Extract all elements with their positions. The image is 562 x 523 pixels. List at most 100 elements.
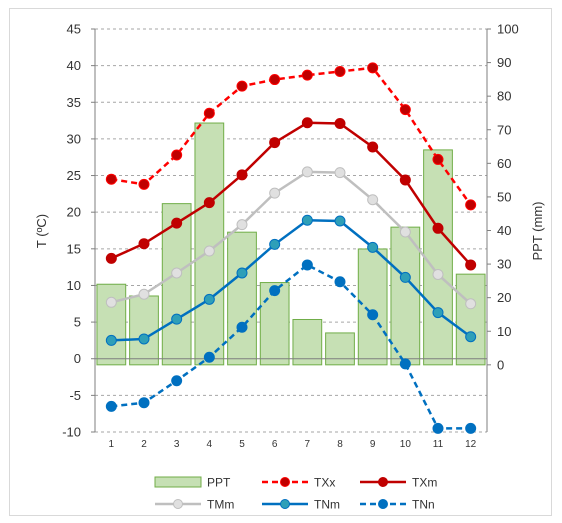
series-point-tnn [138, 397, 150, 409]
series-line-tnm [111, 218, 472, 342]
series-point-txm [138, 238, 150, 250]
legend-label: TMm [207, 498, 234, 512]
series-point-tnm [399, 271, 411, 283]
series-point-tmm [334, 167, 346, 179]
ppt-bar [357, 248, 388, 366]
legend-label: TNn [412, 498, 435, 512]
series-point-tmm [203, 245, 215, 257]
left-tick-label: 25 [67, 168, 81, 183]
legend-label: PPT [207, 476, 231, 490]
series-point-tmm [465, 298, 477, 310]
series-point-txm [171, 217, 183, 229]
series-point-tnm [138, 333, 150, 345]
series-point-tmm [105, 296, 117, 308]
series-point-tmm [367, 194, 379, 206]
series-point-tmm [138, 288, 150, 300]
series-point-tmm [399, 226, 411, 238]
x-tick-label: 4 [207, 439, 213, 450]
series-point-tnm [236, 267, 248, 279]
x-tick-label: 10 [400, 439, 412, 450]
legend-label: TXm [412, 476, 437, 490]
series-line-txm [110, 121, 472, 266]
series-point-tmm [236, 219, 248, 231]
right-tick-label: 60 [497, 156, 511, 171]
left-tick-label: 45 [67, 22, 81, 37]
legend-entry: PPT [154, 476, 231, 490]
series-point-txx [432, 153, 444, 165]
series-line-tnn [111, 263, 471, 430]
series-point-txx [334, 65, 346, 77]
right-tick-label: 70 [497, 122, 511, 137]
series-point-tnn [367, 309, 379, 321]
series-point-txm [105, 252, 117, 264]
chart-frame [9, 8, 552, 516]
series-point-tnn [105, 400, 117, 412]
series-point-txm [203, 197, 215, 209]
series-point-tnn [269, 285, 281, 297]
left-tick-label: -5 [69, 388, 81, 403]
series-point-tnn [399, 358, 411, 370]
legend-swatch [154, 476, 202, 488]
x-tick-label: 7 [305, 439, 311, 450]
tick-labels: 454035302520151050-5-1010090807060504030… [62, 22, 519, 451]
legend-label: TNm [314, 498, 340, 512]
left-tick-label: 30 [67, 131, 81, 146]
right-tick-label: 20 [497, 290, 511, 305]
right-tick-label: 30 [497, 257, 511, 272]
right-tick-label: 100 [497, 22, 519, 37]
legend-entry: TNn [360, 498, 435, 512]
ppt-bar [390, 226, 421, 366]
left-tick-label: 5 [74, 315, 81, 330]
ppt-bars [96, 122, 486, 366]
series-point-tnn [334, 276, 346, 288]
ppt-bar [455, 273, 486, 366]
x-tick-label: 5 [239, 439, 245, 450]
series-point-txx [367, 62, 379, 74]
series-point-tnm [334, 215, 346, 227]
x-tick-label: 2 [141, 439, 147, 450]
legend-marker [378, 477, 388, 487]
series-point-tnn [465, 422, 477, 434]
gridlines [95, 28, 487, 433]
right-tick-label: 90 [497, 55, 511, 70]
series-point-tnn [301, 259, 313, 271]
series-point-txm [399, 174, 411, 186]
series-point-txx [171, 149, 183, 161]
x-tick-label: 11 [433, 439, 444, 450]
left-tick-label: 0 [74, 351, 81, 366]
x-tick-label: 12 [465, 439, 477, 450]
right-tick-label: 40 [497, 223, 511, 238]
series-point-txx [301, 69, 313, 81]
series-point-tnm [171, 313, 183, 325]
series-point-txm [334, 118, 346, 130]
x-tick-label: 8 [337, 439, 343, 450]
right-tick-label: 50 [497, 189, 511, 204]
x-tick-label: 9 [370, 439, 376, 450]
ppt-bar [96, 283, 127, 366]
legend-label: TXx [314, 476, 335, 490]
series-point-txm [367, 141, 379, 153]
series-point-tmm [301, 166, 313, 178]
legend: PPT TXx TXm TMm TNm TNn [154, 476, 437, 512]
legend-entry: TNm [262, 498, 340, 512]
series-point-tnm [367, 241, 379, 253]
series-point-txx [465, 199, 477, 211]
ppt-bar [292, 318, 323, 366]
series-point-tnn [236, 321, 248, 333]
series-point-txx [138, 178, 150, 190]
left-tick-label: 15 [67, 241, 81, 256]
series-point-tnm [301, 214, 313, 226]
right-tick-label: 10 [497, 324, 511, 339]
ppt-bar [423, 149, 453, 366]
ppt-bar [325, 332, 355, 366]
series-point-tnn [203, 351, 215, 363]
series-line-tmm [111, 170, 472, 305]
series-point-tmm [432, 268, 444, 280]
left-tick-label: -10 [62, 425, 81, 440]
x-tick-label: 3 [174, 439, 180, 450]
legend-marker [280, 477, 290, 487]
series-point-txx [105, 173, 117, 185]
legend-marker [173, 499, 183, 509]
series-line-txx [111, 66, 472, 206]
